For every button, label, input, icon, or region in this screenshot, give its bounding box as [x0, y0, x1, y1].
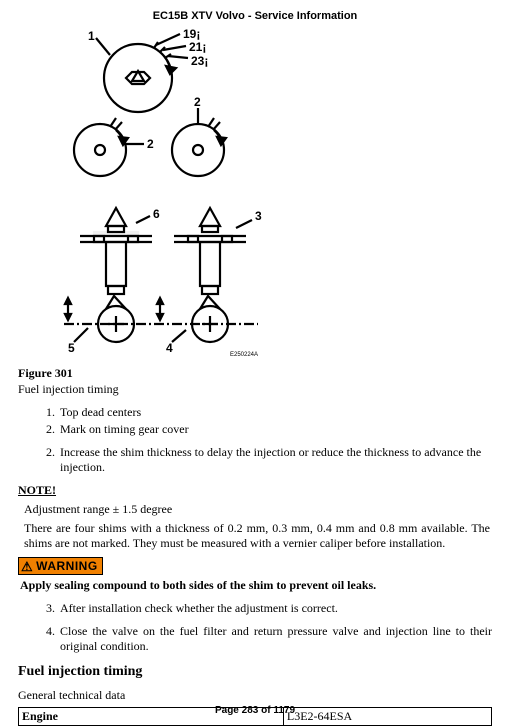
- diagram-label-3: 3: [255, 209, 262, 223]
- figure-caption: Figure 301: [18, 366, 492, 381]
- step-text: After installation check whether the adj…: [60, 601, 338, 616]
- diagram-label-23: 23¡: [191, 54, 208, 68]
- diagram-label-6: 6: [153, 207, 160, 221]
- warning-text: Apply sealing compound to both sides of …: [20, 578, 492, 593]
- diagram-label-5: 5: [68, 341, 75, 355]
- step-text: Close the valve on the fuel filter and r…: [60, 624, 492, 654]
- legend-item: Top dead centers: [60, 405, 141, 420]
- diagram-label-2a: 2: [147, 137, 154, 151]
- figure-diagram: 1 19¡ 21¡ 23¡ 2 2 6 3 5 4 E250224A: [58, 28, 492, 362]
- adjustment-range: Adjustment range ± 1.5 degree: [24, 502, 492, 517]
- diagram-ref: E250224A: [230, 352, 258, 358]
- figure-subtitle: Fuel injection timing: [18, 382, 492, 397]
- page-footer: Page 283 of 1179: [0, 705, 510, 716]
- warning-badge: ⚠ WARNING: [18, 557, 103, 575]
- warning-icon: ⚠: [21, 560, 33, 573]
- warning-label: WARNING: [36, 559, 98, 573]
- diagram-label-1: 1: [88, 29, 95, 43]
- shim-paragraph: There are four shims with a thickness of…: [24, 521, 490, 551]
- table-caption: General technical data: [18, 688, 492, 703]
- step-text: Increase the shim thickness to delay the…: [60, 445, 492, 475]
- section-heading: Fuel injection timing: [18, 664, 492, 680]
- followup-list: 3.After installation check whether the a…: [46, 601, 492, 654]
- legend-list: 1.Top dead centers 2.Mark on timing gear…: [46, 405, 492, 437]
- diagram-label-4: 4: [166, 341, 173, 355]
- note-heading: NOTE!: [18, 483, 492, 498]
- diagram-label-2b: 2: [194, 95, 201, 109]
- diagram-label-21: 21¡: [189, 40, 206, 54]
- step-list: 2.Increase the shim thickness to delay t…: [46, 445, 492, 475]
- legend-item: Mark on timing gear cover: [60, 422, 189, 437]
- page-header: EC15B XTV Volvo - Service Information: [18, 10, 492, 22]
